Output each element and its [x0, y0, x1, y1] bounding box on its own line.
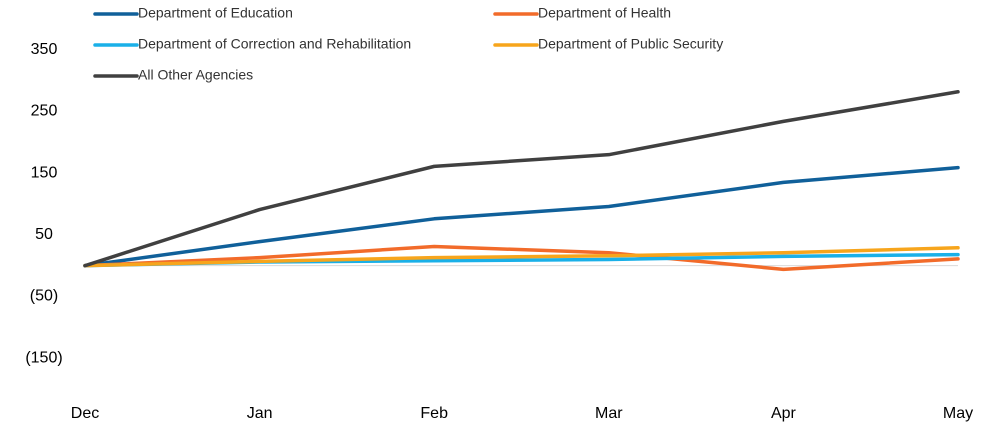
x-tick-label: Feb — [420, 405, 448, 422]
x-tick-label: Apr — [771, 405, 797, 422]
legend-label: Department of Public Security — [538, 36, 723, 52]
y-tick-label: (150) — [25, 349, 62, 366]
x-tick-label: May — [943, 405, 973, 422]
legend-label: All Other Agencies — [138, 67, 253, 83]
y-tick-label: 250 — [31, 103, 58, 120]
y-tick-label: 150 — [31, 164, 58, 181]
legend-label: Department of Correction and Rehabilitat… — [138, 36, 411, 52]
series-line — [83, 90, 960, 268]
legend-label: Department of Education — [138, 5, 293, 21]
series-line — [83, 244, 960, 272]
series-line — [83, 165, 960, 268]
legend-label: Department of Health — [538, 5, 671, 21]
series-line — [83, 246, 960, 268]
x-tick-label: Mar — [595, 405, 623, 422]
y-tick-label: 50 — [35, 226, 53, 243]
x-tick-label: Jan — [247, 405, 273, 422]
x-tick-label: Dec — [71, 405, 99, 422]
y-tick-label: 350 — [31, 41, 58, 58]
y-tick-label: (50) — [30, 288, 58, 305]
